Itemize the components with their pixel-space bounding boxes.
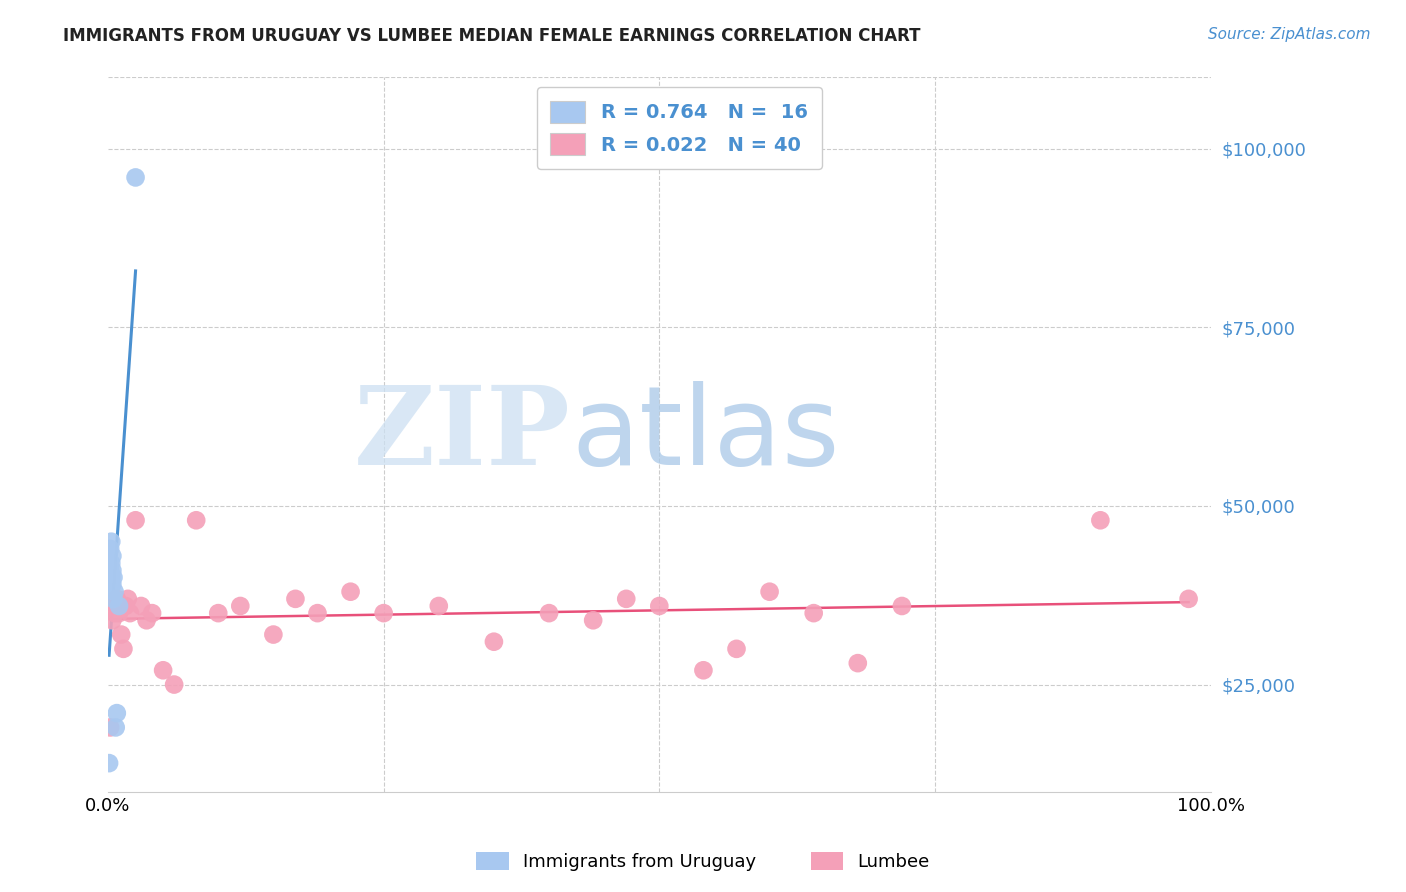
- Point: [104, 606, 127, 620]
- Point: [725, 641, 748, 656]
- Point: [104, 720, 127, 734]
- Text: ZIP: ZIP: [354, 381, 571, 488]
- Point: [105, 591, 128, 606]
- Point: [100, 534, 122, 549]
- Point: [614, 591, 637, 606]
- Point: [890, 599, 912, 613]
- Point: [112, 641, 135, 656]
- Point: [103, 570, 125, 584]
- Point: [482, 634, 505, 648]
- Point: [803, 606, 825, 620]
- Point: [101, 577, 124, 591]
- Point: [107, 599, 129, 613]
- Point: [124, 513, 146, 527]
- Point: [101, 563, 124, 577]
- Point: [104, 599, 127, 613]
- Point: [100, 570, 122, 584]
- Point: [307, 606, 329, 620]
- Legend: Immigrants from Uruguay, Lumbee: Immigrants from Uruguay, Lumbee: [470, 845, 936, 879]
- Point: [101, 613, 124, 627]
- Point: [108, 599, 131, 613]
- Point: [692, 663, 714, 677]
- Point: [110, 627, 132, 641]
- Point: [846, 656, 869, 670]
- Point: [758, 584, 780, 599]
- Point: [163, 677, 186, 691]
- Point: [117, 591, 139, 606]
- Point: [104, 584, 127, 599]
- Point: [118, 606, 141, 620]
- Point: [101, 549, 124, 563]
- Point: [124, 170, 146, 185]
- Point: [582, 613, 605, 627]
- Text: Source: ZipAtlas.com: Source: ZipAtlas.com: [1208, 27, 1371, 42]
- Point: [339, 584, 361, 599]
- Legend: R = 0.764   N =  16, R = 0.022   N = 40: R = 0.764 N = 16, R = 0.022 N = 40: [537, 87, 821, 169]
- Point: [284, 591, 307, 606]
- Point: [98, 563, 121, 577]
- Point: [427, 599, 450, 613]
- Point: [373, 606, 395, 620]
- Point: [98, 541, 121, 556]
- Point: [98, 756, 121, 771]
- Point: [1090, 513, 1112, 527]
- Point: [229, 599, 252, 613]
- Point: [100, 556, 122, 570]
- Point: [1177, 591, 1199, 606]
- Point: [103, 591, 125, 606]
- Point: [135, 613, 157, 627]
- Point: [538, 606, 561, 620]
- Point: [207, 606, 229, 620]
- Point: [141, 606, 163, 620]
- Point: [152, 663, 174, 677]
- Text: IMMIGRANTS FROM URUGUAY VS LUMBEE MEDIAN FEMALE EARNINGS CORRELATION CHART: IMMIGRANTS FROM URUGUAY VS LUMBEE MEDIAN…: [63, 27, 921, 45]
- Point: [108, 606, 131, 620]
- Point: [186, 513, 208, 527]
- Point: [114, 599, 136, 613]
- Text: atlas: atlas: [571, 381, 839, 488]
- Point: [262, 627, 284, 641]
- Point: [105, 706, 128, 720]
- Point: [648, 599, 671, 613]
- Point: [129, 599, 152, 613]
- Point: [98, 720, 121, 734]
